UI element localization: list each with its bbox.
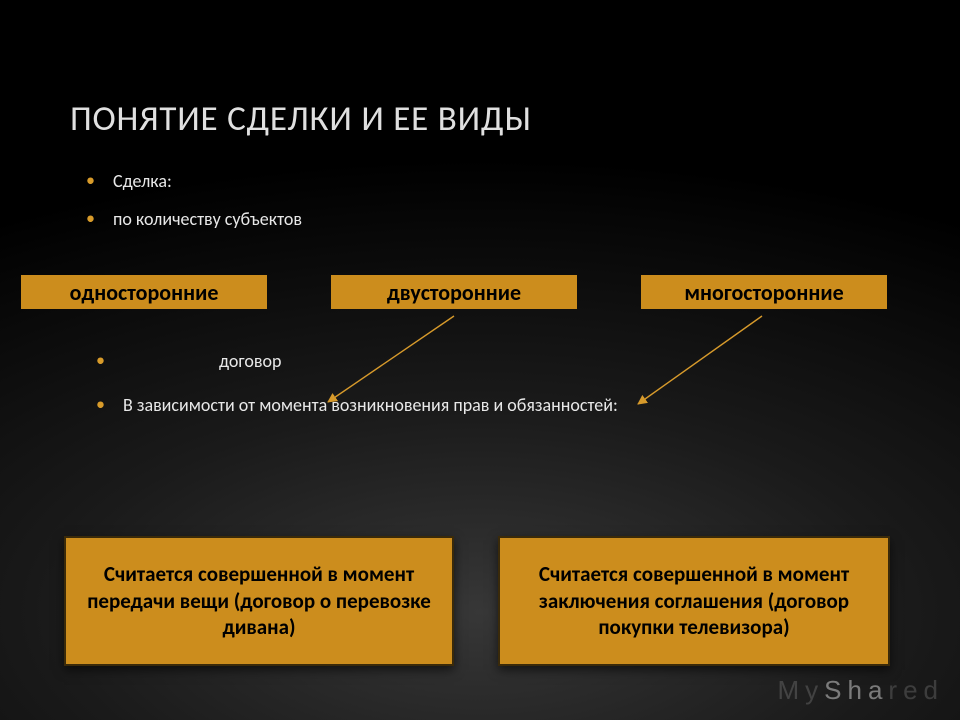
bullet-text: по количеству субъектов — [113, 208, 302, 230]
watermark-part: red — [888, 675, 944, 705]
bullet-dot-icon: • — [96, 350, 105, 370]
list-item: • договор — [96, 350, 618, 372]
bullet-text: Сделка: — [113, 170, 172, 192]
definition-box-consensual: Считается совершенной в момент заключени… — [498, 536, 890, 666]
bullet-group-2: • договор • В зависимости от момента воз… — [96, 350, 618, 438]
list-item: • Сделка: — [86, 170, 302, 192]
box-label: двусторонние — [387, 279, 521, 306]
bullet-group-1: • Сделка: • по количеству субъектов — [86, 170, 302, 246]
bullet-dot-icon: • — [86, 208, 95, 228]
page-title: ПОНЯТИЕ СДЕЛКИ И ЕЕ ВИДЫ — [70, 98, 532, 140]
category-box-bilateral: двусторонние — [331, 275, 577, 309]
category-box-multilateral: многосторонние — [641, 275, 887, 309]
watermark-part: Sha — [824, 675, 888, 705]
definition-box-real: Считается совершенной в момент передачи … — [64, 536, 454, 666]
box-label: односторонние — [70, 279, 219, 306]
bullet-dot-icon: • — [96, 394, 105, 414]
bullet-text: договор — [123, 350, 281, 372]
list-item: • В зависимости от момента возникновения… — [96, 394, 618, 416]
category-box-unilateral: односторонние — [21, 275, 267, 309]
watermark: MyShared — [777, 675, 944, 706]
box-label: многосторонние — [684, 279, 843, 306]
box-label: Считается совершенной в момент передачи … — [80, 561, 438, 642]
box-label: Считается совершенной в момент заключени… — [514, 561, 874, 642]
bullet-dot-icon: • — [86, 170, 95, 190]
watermark-part: My — [777, 675, 824, 705]
list-item: • по количеству субъектов — [86, 208, 302, 230]
bullet-text: В зависимости от момента возникновения п… — [123, 394, 618, 416]
arrow — [638, 316, 762, 404]
